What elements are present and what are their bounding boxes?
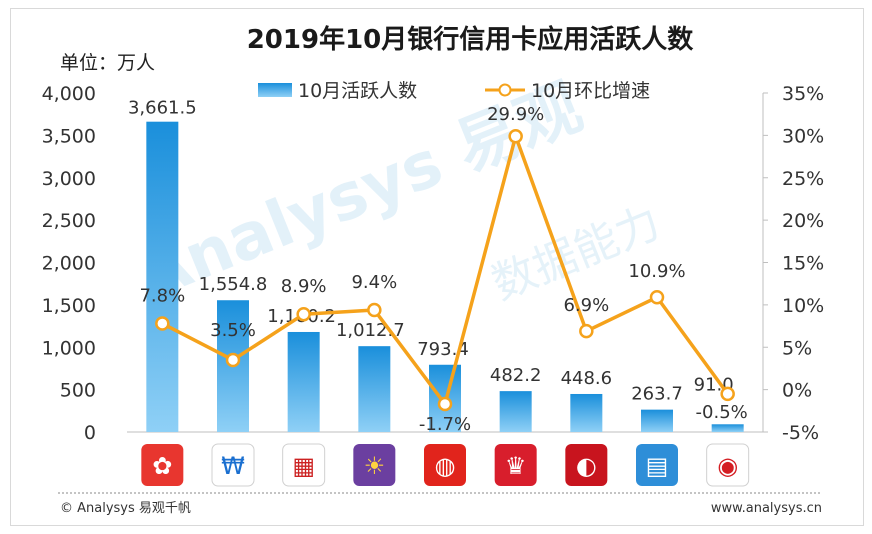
- app-icon-8: ▤: [636, 444, 678, 486]
- y-tick-label: 500: [60, 380, 96, 402]
- line-point: [367, 302, 382, 318]
- bar-data-label: 1,554.8: [199, 274, 268, 295]
- app-icon-7: ◐: [565, 444, 608, 486]
- app-icon-bg: [565, 444, 608, 486]
- legend: 10月活跃人数 10月环比增速: [258, 80, 650, 102]
- app-icon-glyph: ✿: [152, 452, 172, 480]
- unit-label: 单位：万人: [60, 52, 155, 74]
- line-labels: 7.8% 3.5% 8.9% 9.4% -1.7% 29.9% 6.9% 10.9% -0.5%: [139, 104, 747, 435]
- app-icon-bg: [706, 443, 750, 487]
- app-icon-glyph: ◉: [717, 452, 738, 480]
- app-icon-bg: [211, 443, 255, 487]
- y-tick-label: 2,000: [42, 253, 96, 275]
- footer-right: www.analysys.cn: [711, 501, 822, 516]
- line-data-label: 7.8%: [139, 286, 185, 307]
- app-icon-4: ☀: [353, 444, 396, 486]
- legend-line-marker: [498, 83, 512, 97]
- legend-bar-label: 10月活跃人数: [298, 80, 417, 102]
- line-data-label: 8.9%: [281, 276, 327, 297]
- bar: [570, 393, 603, 432]
- bar-data-label: 263.7: [631, 384, 683, 405]
- app-icon-glyph: ◐: [576, 452, 597, 480]
- line-data-label: 10.9%: [628, 261, 685, 282]
- y-tick-label: 4,000: [42, 83, 96, 105]
- y-tick-label: 2,500: [42, 210, 96, 232]
- app-icon-glyph: ₩: [221, 452, 245, 480]
- y2-tick-label: 15%: [782, 253, 824, 275]
- line-data-label: 3.5%: [210, 320, 256, 341]
- line-point: [508, 128, 523, 144]
- y2-tick-label: -5%: [782, 422, 819, 444]
- app-icon-bg: [353, 444, 396, 486]
- footer-left: © Analysys 易观千帆: [60, 501, 191, 516]
- app-icon-glyph: ▦: [292, 452, 315, 480]
- app-icon-2: ₩: [211, 443, 255, 487]
- line-data-label: -0.5%: [696, 402, 748, 423]
- y-tick-label: 0: [84, 422, 96, 444]
- y2-tick-label: 10%: [782, 295, 824, 317]
- app-icon-5: ◍: [424, 444, 466, 486]
- app-icon-bg: [282, 443, 326, 487]
- line-data-label: 29.9%: [487, 104, 544, 125]
- y2-tick-label: 25%: [782, 168, 824, 190]
- bar-data-label: 482.2: [490, 365, 542, 386]
- bar: [499, 391, 532, 432]
- bar-series: [146, 121, 744, 433]
- legend-bar-swatch: [258, 83, 292, 97]
- y-tick-label: 3,000: [42, 168, 96, 190]
- bar-data-label: 3,661.5: [128, 98, 197, 119]
- line-point: [296, 306, 311, 322]
- app-icon-6: ♛: [494, 444, 537, 486]
- y-axis-right: 35% 30% 25% 20% 15% 10% 5% 0% -5%: [782, 83, 824, 444]
- line-data-label: 6.9%: [563, 295, 609, 316]
- y2-tick-label: 35%: [782, 83, 824, 105]
- bar: [641, 409, 673, 432]
- y-tick-label: 3,500: [42, 125, 96, 147]
- watermark-sub: 数据能力: [485, 197, 667, 310]
- app-icon-bg: [141, 444, 184, 486]
- line-point: [579, 323, 594, 339]
- y-tick-label: 1,000: [42, 337, 96, 359]
- chart-title: 2019年10月银行信用卡应用活跃人数: [247, 24, 695, 55]
- y-axis-left: 4,000 3,500 3,000 2,500 2,000 1,500 1,000 500 0: [42, 83, 96, 444]
- y2-tick-label: 5%: [782, 337, 812, 359]
- app-icon-glyph: ☀: [364, 452, 386, 480]
- bar: [146, 121, 179, 433]
- y2-tick-label: 30%: [782, 125, 824, 147]
- app-icon-1: ✿: [141, 444, 184, 486]
- line-point: [437, 396, 453, 412]
- y-tick-label: 1,500: [42, 295, 96, 317]
- line-point: [720, 386, 735, 402]
- bar-data-label: 448.6: [561, 368, 613, 389]
- app-icon-bg: [424, 444, 466, 486]
- bar: [711, 424, 744, 432]
- line-data-label: 9.4%: [351, 272, 397, 293]
- legend-line-label: 10月环比增速: [531, 80, 650, 102]
- app-icon-glyph: ♛: [505, 452, 527, 480]
- bar: [358, 346, 391, 432]
- line-point: [649, 289, 665, 305]
- line-point: [225, 352, 241, 368]
- app-icon-bg: [636, 444, 678, 486]
- app-icons: ✿ ₩ ▦ ☀ ◍ ♛ ◐ ▤ ◉: [141, 443, 750, 487]
- app-icon-bg: [494, 444, 537, 486]
- app-icon-3: ▦: [282, 443, 326, 487]
- app-icon-9: ◉: [706, 443, 750, 487]
- app-icon-glyph: ◍: [435, 452, 456, 480]
- y2-tick-label: 20%: [782, 210, 824, 232]
- bar: [287, 331, 320, 432]
- bar-data-label: 793.4: [417, 339, 469, 360]
- app-icon-glyph: ▤: [646, 452, 669, 480]
- line-point: [155, 316, 170, 331]
- line-data-label: -1.7%: [419, 414, 471, 435]
- line-series: [155, 128, 735, 412]
- y2-tick-label: 0%: [782, 380, 812, 402]
- y2-tick-marks: [763, 92, 768, 433]
